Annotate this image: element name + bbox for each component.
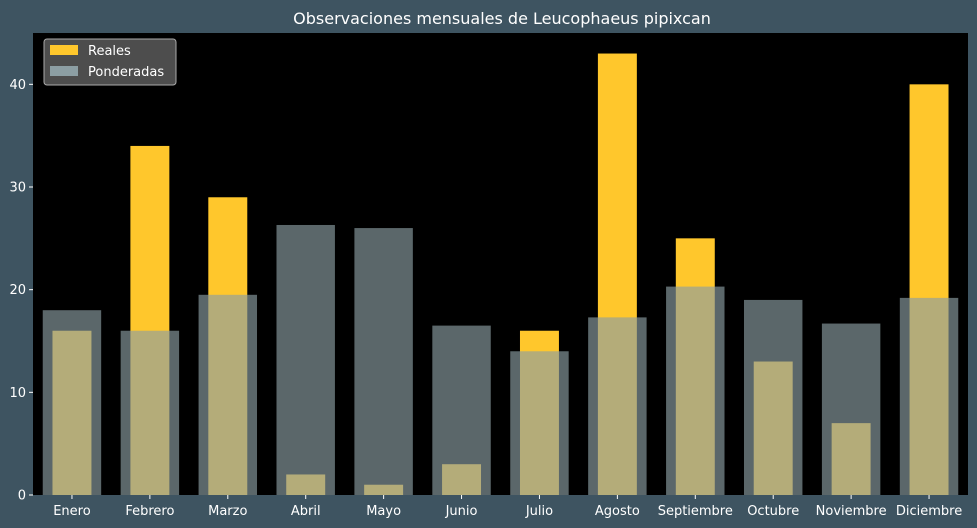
legend-swatch-reales [50, 45, 78, 55]
x-tick-label: Junio [445, 504, 478, 519]
y-tick-label: 10 [9, 386, 26, 401]
legend-label-reales: Reales [88, 44, 131, 59]
y-tick-label: 40 [9, 78, 26, 93]
legend-label-ponderadas: Ponderadas [88, 65, 164, 80]
x-tick-label: Septiembre [658, 504, 733, 519]
bar-ponderadas-overlay [354, 228, 413, 496]
weighted-bars-overlay [42, 224, 959, 496]
x-axis: Enero Febrero Marzo Abril Mayo Junio Julio Agos… [53, 495, 962, 519]
x-tick-label: Abril [291, 504, 321, 519]
bar-ponderadas-overlay [198, 294, 258, 495]
x-tick-label: Noviembre [816, 504, 887, 519]
bar-ponderadas-overlay [899, 297, 959, 495]
bar-ponderadas-overlay [120, 330, 180, 495]
chart-title: Observaciones mensuales de Leucophaeus p… [293, 9, 711, 28]
bar-ponderadas-overlay [510, 351, 569, 495]
bar-ponderadas-overlay [588, 317, 647, 495]
bar-ponderadas-overlay [432, 325, 491, 495]
y-tick-label: 20 [9, 283, 26, 298]
legend: Reales Ponderadas [43, 38, 177, 86]
bar-ponderadas-overlay [821, 323, 881, 495]
bar-ponderadas-overlay [743, 299, 803, 495]
y-axis: 0 10 20 30 40 [9, 78, 33, 504]
legend-swatch-ponderadas [50, 66, 78, 76]
bar-ponderadas-overlay [276, 224, 335, 495]
x-tick-label: Octubre [747, 504, 799, 519]
x-tick-label: Mayo [366, 504, 401, 519]
x-tick-label: Diciembre [896, 504, 962, 519]
plot-area [33, 33, 968, 495]
x-tick-label: Febrero [125, 504, 174, 519]
y-tick-label: 0 [18, 489, 26, 504]
bar-ponderadas-overlay [666, 286, 725, 495]
x-tick-label: Marzo [208, 504, 247, 519]
bar-ponderadas-overlay [42, 310, 102, 495]
x-tick-label: Enero [53, 504, 91, 519]
x-tick-label: Agosto [595, 504, 640, 519]
x-tick-label: Julio [525, 504, 553, 519]
y-tick-label: 30 [9, 181, 26, 196]
